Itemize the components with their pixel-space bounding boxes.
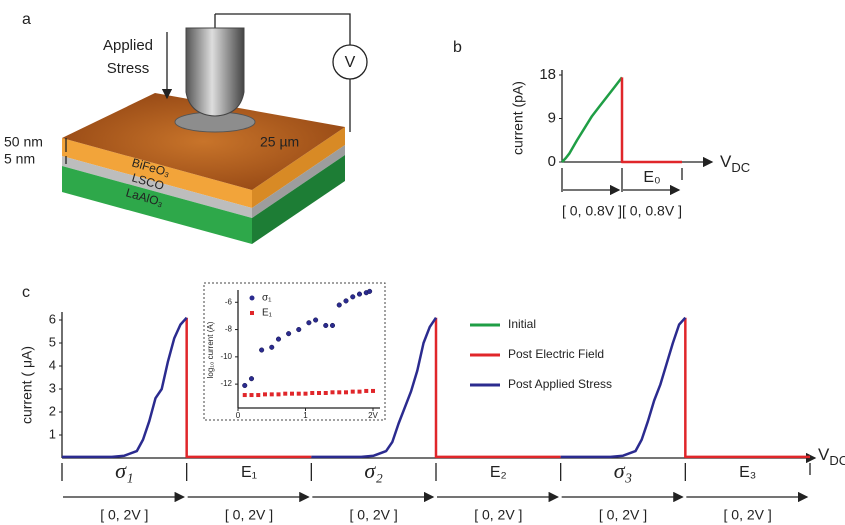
point <box>330 323 335 328</box>
point <box>304 392 308 396</box>
segment-label: σ₃ <box>614 458 633 483</box>
point <box>344 390 348 394</box>
tip <box>186 28 244 116</box>
data-line <box>562 77 622 162</box>
stress-label: Applied <box>103 37 153 54</box>
point <box>344 299 349 304</box>
point <box>259 348 264 353</box>
segment-range: [ 0, 0.8V ] <box>622 203 682 219</box>
thickness-label: 50 nm <box>4 134 43 150</box>
point <box>250 393 254 397</box>
point <box>256 393 260 397</box>
y-tick-label: 6 <box>49 311 56 326</box>
point <box>371 389 375 393</box>
point <box>324 391 328 395</box>
point <box>367 289 372 294</box>
y-label: current ( μA) <box>19 346 35 424</box>
point <box>364 389 368 393</box>
point <box>331 390 335 394</box>
point <box>297 392 301 396</box>
point <box>249 376 254 381</box>
y-tick-label: 0 <box>548 153 556 170</box>
legend-swatch <box>250 296 255 301</box>
x-tick-label: 1 <box>303 411 308 420</box>
legend-swatch <box>250 311 254 315</box>
panel-label: a <box>22 11 31 28</box>
y-tick-label: -12 <box>220 379 232 388</box>
x-label-sub: DC <box>731 160 750 175</box>
y-tick-label: -6 <box>225 297 233 306</box>
x-tick-label: 2V <box>368 411 378 420</box>
point <box>277 392 281 396</box>
segment-range: [ 0, 2V ] <box>474 507 522 523</box>
x-label: VDC <box>818 445 845 468</box>
y-tick-label: 9 <box>548 109 556 126</box>
y-tick-label: 18 <box>539 66 556 83</box>
data-line <box>622 77 682 162</box>
segment-range: [ 0, 0.8V ] <box>562 203 622 219</box>
point <box>283 392 287 396</box>
point <box>323 323 328 328</box>
segment-range: [ 0, 2V ] <box>599 507 647 523</box>
point <box>296 327 301 332</box>
point <box>337 390 341 394</box>
point <box>269 345 274 350</box>
y-tick-label: -8 <box>225 325 233 334</box>
panel-label: c <box>22 284 30 301</box>
legend-label: Initial <box>508 317 536 331</box>
y-tick-label: 3 <box>49 380 56 395</box>
point <box>337 303 342 308</box>
x-label-sub: DC <box>829 453 845 468</box>
stress-label: Stress <box>107 60 150 77</box>
segment-range: [ 0, 2V ] <box>350 507 398 523</box>
thickness-label: 5 nm <box>4 151 35 167</box>
point <box>276 337 281 342</box>
x-label: VDC <box>720 152 750 175</box>
x-label-main: V <box>720 152 732 171</box>
panel-label: b <box>453 39 462 56</box>
point <box>310 391 314 395</box>
segment-label: E₃ <box>739 464 756 481</box>
segment-label: E₀ <box>643 169 660 186</box>
tip-size: 25 µm <box>260 134 299 150</box>
segment-label: E₁ <box>241 464 257 481</box>
point <box>290 392 294 396</box>
point <box>350 295 355 300</box>
figure: a V Applied Stress 50 nm 5 nm 25 µm BiFe… <box>0 0 845 525</box>
x-label-main: V <box>818 445 830 464</box>
segment-range: [ 0, 2V ] <box>225 507 273 523</box>
point <box>313 318 318 323</box>
legend-label: Post Applied Stress <box>508 377 612 391</box>
point <box>243 393 247 397</box>
y-tick-label: -10 <box>220 352 232 361</box>
meter-label: V <box>345 54 356 71</box>
y-label: current (pA) <box>510 81 526 155</box>
point <box>358 390 362 394</box>
x-tick-label: 0 <box>236 411 241 420</box>
segment-range: [ 0, 2V ] <box>100 507 148 523</box>
legend-label: σ₁ <box>262 293 272 304</box>
y-tick-label: 5 <box>49 334 56 349</box>
point <box>286 331 291 336</box>
segment-label: σ₁ <box>115 458 134 483</box>
point <box>242 383 247 388</box>
legend-label: Post Electric Field <box>508 347 604 361</box>
point <box>263 392 267 396</box>
y-tick-label: 4 <box>49 357 56 372</box>
point <box>357 292 362 297</box>
point <box>317 391 321 395</box>
point <box>307 320 312 325</box>
y-tick-label: 2 <box>49 403 56 418</box>
point <box>270 392 274 396</box>
y-label: log₁₀ current (A) <box>206 321 215 378</box>
schematic: a V Applied Stress 50 nm 5 nm 25 µm BiFe… <box>4 11 367 244</box>
legend-label: E₁ <box>262 308 273 319</box>
point <box>351 390 355 394</box>
y-tick-label: 1 <box>49 426 56 441</box>
segment-label: E₂ <box>490 464 507 481</box>
segment-range: [ 0, 2V ] <box>724 507 772 523</box>
segment-label: σ₂ <box>364 458 383 483</box>
